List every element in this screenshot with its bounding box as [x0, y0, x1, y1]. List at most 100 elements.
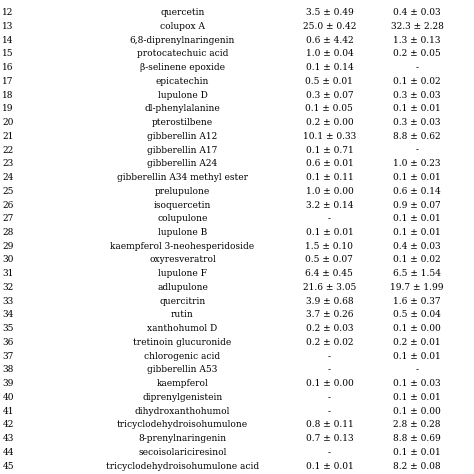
Text: 0.1 ± 0.01: 0.1 ± 0.01: [393, 228, 441, 237]
Text: 21.6 ± 3.05: 21.6 ± 3.05: [303, 283, 356, 292]
Text: 38: 38: [2, 365, 14, 374]
Text: 2.8 ± 0.28: 2.8 ± 0.28: [393, 420, 441, 429]
Text: 18: 18: [2, 91, 14, 100]
Text: colupox A: colupox A: [160, 22, 205, 31]
Text: 0.7 ± 0.13: 0.7 ± 0.13: [306, 434, 353, 443]
Text: lupulone F: lupulone F: [158, 269, 207, 278]
Text: 0.2 ± 0.01: 0.2 ± 0.01: [393, 338, 441, 347]
Text: tricyclodehydroisohumulone acid: tricyclodehydroisohumulone acid: [106, 462, 259, 471]
Text: 24: 24: [2, 173, 14, 182]
Text: gibberellin A17: gibberellin A17: [147, 146, 218, 155]
Text: 0.1 ± 0.01: 0.1 ± 0.01: [393, 214, 441, 223]
Text: diprenylgenistein: diprenylgenistein: [142, 393, 223, 402]
Text: 0.2 ± 0.02: 0.2 ± 0.02: [306, 338, 353, 347]
Text: 3.5 ± 0.49: 3.5 ± 0.49: [306, 8, 353, 17]
Text: colupulone: colupulone: [157, 214, 208, 223]
Text: 1.3 ± 0.13: 1.3 ± 0.13: [393, 36, 441, 45]
Text: 0.1 ± 0.71: 0.1 ± 0.71: [306, 146, 353, 155]
Text: 8.2 ± 0.08: 8.2 ± 0.08: [393, 462, 441, 471]
Text: 12: 12: [2, 8, 14, 17]
Text: epicatechin: epicatechin: [156, 77, 209, 86]
Text: 42: 42: [2, 420, 14, 429]
Text: 1.6 ± 0.37: 1.6 ± 0.37: [393, 297, 441, 306]
Text: 19.7 ± 1.99: 19.7 ± 1.99: [391, 283, 444, 292]
Text: 37: 37: [2, 352, 14, 361]
Text: 0.9 ± 0.07: 0.9 ± 0.07: [393, 201, 441, 210]
Text: β-selinene epoxide: β-selinene epoxide: [140, 63, 225, 72]
Text: kaempferol: kaempferol: [156, 379, 209, 388]
Text: 13: 13: [2, 22, 14, 31]
Text: 0.6 ± 4.42: 0.6 ± 4.42: [306, 36, 353, 45]
Text: 40: 40: [2, 393, 14, 402]
Text: 0.1 ± 0.00: 0.1 ± 0.00: [393, 407, 441, 416]
Text: 10.1 ± 0.33: 10.1 ± 0.33: [303, 132, 356, 141]
Text: 28: 28: [2, 228, 14, 237]
Text: 0.5 ± 0.04: 0.5 ± 0.04: [393, 310, 441, 319]
Text: 0.1 ± 0.01: 0.1 ± 0.01: [393, 173, 441, 182]
Text: 36: 36: [2, 338, 14, 347]
Text: 16: 16: [2, 63, 14, 72]
Text: -: -: [328, 448, 331, 457]
Text: 45: 45: [2, 462, 14, 471]
Text: 34: 34: [2, 310, 14, 319]
Text: adlupulone: adlupulone: [157, 283, 208, 292]
Text: dihydroxanthohumol: dihydroxanthohumol: [135, 407, 230, 416]
Text: 27: 27: [2, 214, 14, 223]
Text: xanthohumol D: xanthohumol D: [147, 324, 218, 333]
Text: pterostilbene: pterostilbene: [152, 118, 213, 127]
Text: 32: 32: [2, 283, 14, 292]
Text: 0.1 ± 0.01: 0.1 ± 0.01: [393, 393, 441, 402]
Text: 29: 29: [2, 242, 14, 251]
Text: 0.1 ± 0.01: 0.1 ± 0.01: [393, 352, 441, 361]
Text: 26: 26: [2, 201, 14, 210]
Text: prelupulone: prelupulone: [155, 187, 210, 196]
Text: 0.5 ± 0.07: 0.5 ± 0.07: [305, 255, 354, 264]
Text: 14: 14: [2, 36, 14, 45]
Text: 32.3 ± 2.28: 32.3 ± 2.28: [391, 22, 444, 31]
Text: 0.1 ± 0.02: 0.1 ± 0.02: [393, 77, 441, 86]
Text: dl-phenylalanine: dl-phenylalanine: [145, 104, 220, 113]
Text: 0.3 ± 0.07: 0.3 ± 0.07: [306, 91, 353, 100]
Text: gibberellin A24: gibberellin A24: [147, 159, 218, 168]
Text: 0.1 ± 0.01: 0.1 ± 0.01: [393, 104, 441, 113]
Text: 3.2 ± 0.14: 3.2 ± 0.14: [306, 201, 353, 210]
Text: 15: 15: [2, 49, 14, 58]
Text: 8-prenylnaringenin: 8-prenylnaringenin: [138, 434, 227, 443]
Text: 8.8 ± 0.62: 8.8 ± 0.62: [393, 132, 441, 141]
Text: 0.5 ± 0.01: 0.5 ± 0.01: [305, 77, 354, 86]
Text: 0.1 ± 0.03: 0.1 ± 0.03: [393, 379, 441, 388]
Text: rutin: rutin: [171, 310, 194, 319]
Text: 3.9 ± 0.68: 3.9 ± 0.68: [306, 297, 353, 306]
Text: 0.1 ± 0.01: 0.1 ± 0.01: [306, 228, 353, 237]
Text: 0.3 ± 0.03: 0.3 ± 0.03: [393, 91, 441, 100]
Text: 0.1 ± 0.02: 0.1 ± 0.02: [393, 255, 441, 264]
Text: 22: 22: [2, 146, 14, 155]
Text: tretinoin glucuronide: tretinoin glucuronide: [133, 338, 232, 347]
Text: -: -: [328, 407, 331, 416]
Text: 35: 35: [2, 324, 14, 333]
Text: 23: 23: [2, 159, 14, 168]
Text: 0.4 ± 0.03: 0.4 ± 0.03: [393, 8, 441, 17]
Text: 17: 17: [2, 77, 14, 86]
Text: 6,8-diprenylnaringenin: 6,8-diprenylnaringenin: [130, 36, 235, 45]
Text: 6.5 ± 1.54: 6.5 ± 1.54: [393, 269, 441, 278]
Text: 41: 41: [2, 407, 14, 416]
Text: 0.1 ± 0.00: 0.1 ± 0.00: [306, 379, 353, 388]
Text: tricyclodehydroisohumulone: tricyclodehydroisohumulone: [117, 420, 248, 429]
Text: 0.1 ± 0.14: 0.1 ± 0.14: [306, 63, 353, 72]
Text: lupulone B: lupulone B: [158, 228, 207, 237]
Text: 0.6 ± 0.01: 0.6 ± 0.01: [306, 159, 353, 168]
Text: 25: 25: [2, 187, 14, 196]
Text: oxyresveratrol: oxyresveratrol: [149, 255, 216, 264]
Text: -: -: [328, 365, 331, 374]
Text: kaempferol 3-neohesperidoside: kaempferol 3-neohesperidoside: [110, 242, 255, 251]
Text: 31: 31: [2, 269, 14, 278]
Text: 1.0 ± 0.00: 1.0 ± 0.00: [306, 187, 353, 196]
Text: chlorogenic acid: chlorogenic acid: [145, 352, 220, 361]
Text: lupulone D: lupulone D: [157, 91, 208, 100]
Text: 8.8 ± 0.69: 8.8 ± 0.69: [393, 434, 441, 443]
Text: 39: 39: [2, 379, 14, 388]
Text: 25.0 ± 0.42: 25.0 ± 0.42: [303, 22, 356, 31]
Text: 0.1 ± 0.01: 0.1 ± 0.01: [393, 448, 441, 457]
Text: 0.1 ± 0.05: 0.1 ± 0.05: [305, 104, 354, 113]
